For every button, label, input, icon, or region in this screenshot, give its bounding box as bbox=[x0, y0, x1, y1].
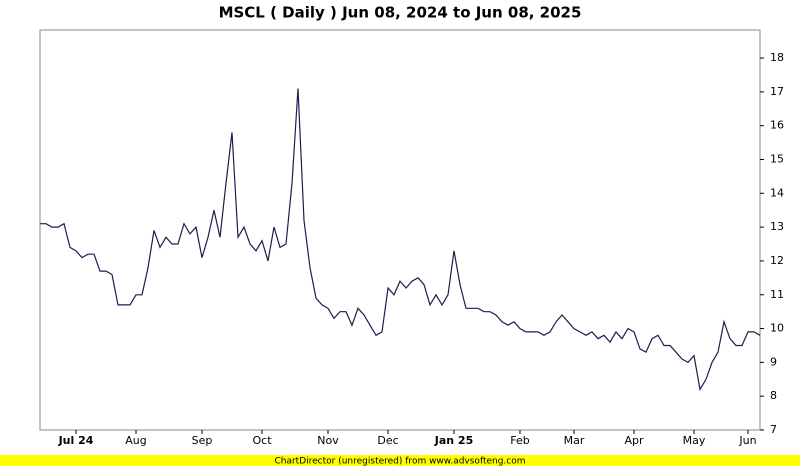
y-tick-label: 7 bbox=[770, 423, 777, 436]
y-tick-label: 11 bbox=[770, 288, 784, 301]
y-tick-label: 14 bbox=[770, 186, 784, 199]
x-tick-label: Dec bbox=[377, 434, 398, 447]
x-tick-label: Aug bbox=[125, 434, 146, 447]
footer-band bbox=[0, 455, 800, 466]
y-tick-label: 17 bbox=[770, 85, 784, 98]
y-tick-label: 15 bbox=[770, 153, 784, 166]
x-tick-label: Jan 25 bbox=[434, 434, 473, 447]
y-tick-label: 18 bbox=[770, 51, 784, 64]
x-tick-label: May bbox=[683, 434, 706, 447]
line bbox=[40, 88, 761, 392]
y-tick-label: 12 bbox=[770, 254, 784, 267]
x-tick-label: Apr bbox=[624, 434, 644, 447]
y-tick-label: 16 bbox=[770, 119, 784, 132]
y-tick-label: 9 bbox=[770, 355, 777, 368]
y-tick-label: 13 bbox=[770, 220, 784, 233]
y-tick-label: 10 bbox=[770, 322, 784, 335]
footer: ChartDirector (unregistered) from www.ad… bbox=[274, 457, 525, 467]
x-tick-label: Oct bbox=[252, 434, 272, 447]
x-tick-label: Jul 24 bbox=[58, 434, 94, 447]
x-tick-label: Mar bbox=[564, 434, 585, 447]
x-tick-label: Nov bbox=[317, 434, 339, 447]
x-tick-label: Jun bbox=[738, 434, 756, 447]
x-tick-label: Sep bbox=[192, 434, 213, 447]
chart-title: MSCL ( Daily ) Jun 08, 2024 to Jun 08, 2… bbox=[219, 4, 582, 22]
plot-area bbox=[39, 29, 761, 431]
y-tick-label: 8 bbox=[770, 389, 777, 402]
x-tick-label: Feb bbox=[510, 434, 529, 447]
